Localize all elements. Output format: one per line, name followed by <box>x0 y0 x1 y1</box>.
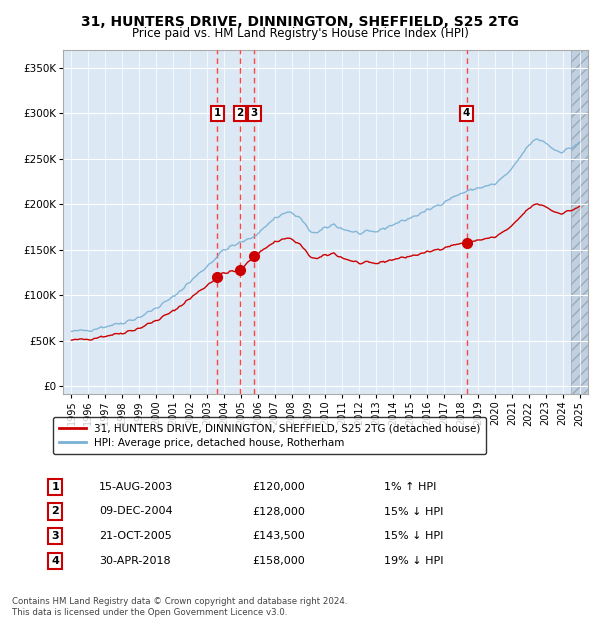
Text: 15% ↓ HPI: 15% ↓ HPI <box>384 531 443 541</box>
Text: 19% ↓ HPI: 19% ↓ HPI <box>384 556 443 566</box>
Text: 3: 3 <box>52 531 59 541</box>
Text: 09-DEC-2004: 09-DEC-2004 <box>99 507 173 516</box>
Text: 21-OCT-2005: 21-OCT-2005 <box>99 531 172 541</box>
Text: Contains HM Land Registry data © Crown copyright and database right 2024.
This d: Contains HM Land Registry data © Crown c… <box>12 598 347 617</box>
Text: 15-AUG-2003: 15-AUG-2003 <box>99 482 173 492</box>
Text: £128,000: £128,000 <box>252 507 305 516</box>
Text: £120,000: £120,000 <box>252 482 305 492</box>
Text: £158,000: £158,000 <box>252 556 305 566</box>
Text: 2: 2 <box>236 108 244 118</box>
Text: 15% ↓ HPI: 15% ↓ HPI <box>384 507 443 516</box>
Text: 31, HUNTERS DRIVE, DINNINGTON, SHEFFIELD, S25 2TG: 31, HUNTERS DRIVE, DINNINGTON, SHEFFIELD… <box>81 16 519 30</box>
Text: 4: 4 <box>463 108 470 118</box>
Text: 4: 4 <box>51 556 59 566</box>
Text: 1% ↑ HPI: 1% ↑ HPI <box>384 482 436 492</box>
Text: 30-APR-2018: 30-APR-2018 <box>99 556 170 566</box>
Text: 2: 2 <box>52 507 59 516</box>
Text: £143,500: £143,500 <box>252 531 305 541</box>
Legend: 31, HUNTERS DRIVE, DINNINGTON, SHEFFIELD, S25 2TG (detached house), HPI: Average: 31, HUNTERS DRIVE, DINNINGTON, SHEFFIELD… <box>53 417 487 454</box>
Text: 3: 3 <box>251 108 258 118</box>
Text: 1: 1 <box>214 108 221 118</box>
Text: Price paid vs. HM Land Registry's House Price Index (HPI): Price paid vs. HM Land Registry's House … <box>131 27 469 40</box>
Text: 1: 1 <box>52 482 59 492</box>
Bar <box>571 50 588 394</box>
